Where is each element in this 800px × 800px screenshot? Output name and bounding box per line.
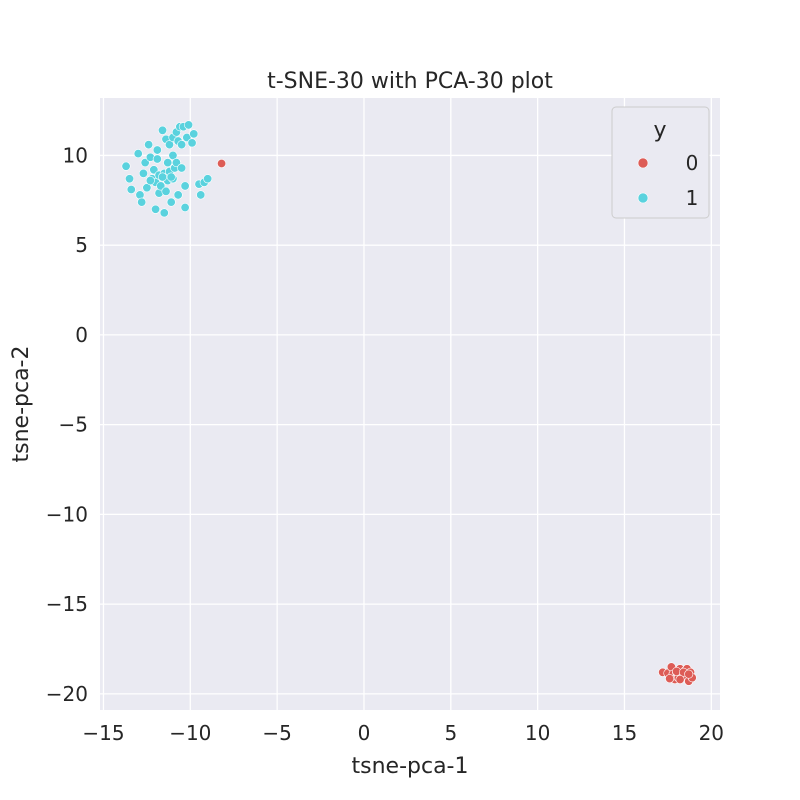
data-point-1 (138, 168, 148, 178)
data-point-1 (156, 181, 166, 191)
data-point-1 (184, 120, 194, 130)
data-point-1 (149, 165, 159, 175)
data-point-1 (171, 158, 181, 168)
x-tick-label: 5 (444, 721, 457, 745)
y-tick-label: −5 (59, 413, 88, 437)
data-point-1 (177, 140, 187, 150)
x-axis-ticks: −15 −10 −5 0 5 10 15 20 (82, 721, 724, 745)
data-point-1 (126, 185, 136, 195)
x-tick-label: −5 (262, 721, 291, 745)
data-point-1 (125, 174, 135, 184)
data-point-1 (151, 204, 161, 214)
y-axis-ticks: −20 −15 −10 −5 0 5 10 (46, 143, 88, 705)
legend: y0 1 (611, 106, 710, 219)
y-axis-label: tsne-pca-2 (9, 346, 34, 463)
data-point-1 (159, 208, 169, 218)
legend-marker-1 (637, 192, 649, 204)
data-point-0 (684, 669, 694, 679)
legend-label-0: 0 (686, 151, 699, 175)
data-point-1 (177, 163, 187, 173)
data-point-1 (158, 172, 168, 182)
data-point-1 (203, 174, 213, 184)
data-points (121, 120, 697, 686)
data-point-1 (142, 183, 152, 193)
data-point-1 (168, 150, 178, 160)
y-tick-label: 0 (75, 323, 88, 347)
data-point-1 (180, 202, 190, 212)
x-tick-label: −10 (169, 721, 211, 745)
data-point-1 (145, 176, 155, 186)
data-point-1 (196, 190, 206, 200)
data-point-1 (164, 140, 174, 150)
data-point-1 (182, 132, 192, 142)
y-tick-label: 5 (75, 233, 88, 257)
data-point-1 (180, 181, 190, 191)
legend-label-1: 1 (686, 186, 699, 210)
legend-box (611, 106, 710, 219)
data-point-0 (665, 674, 675, 684)
data-point-0 (217, 159, 227, 169)
y-tick-label: 10 (63, 143, 88, 167)
data-point-1 (189, 129, 199, 139)
x-tick-label: 0 (358, 721, 371, 745)
data-point-1 (152, 154, 162, 164)
y-tick-label: −20 (46, 682, 88, 706)
y-tick-label: −15 (46, 592, 88, 616)
data-point-1 (121, 161, 131, 171)
x-tick-label: −15 (82, 721, 124, 745)
chart-title: t-SNE-30 with PCA-30 plot (267, 69, 553, 94)
x-tick-label: 20 (699, 721, 724, 745)
data-point-1 (166, 197, 176, 207)
data-point-1 (161, 186, 171, 196)
grid-lines (100, 98, 720, 710)
y-tick-label: −10 (46, 502, 88, 526)
x-tick-label: 15 (612, 721, 637, 745)
data-point-1 (152, 145, 162, 155)
x-axis-label: tsne-pca-1 (352, 754, 469, 779)
data-point-1 (133, 149, 143, 159)
data-point-0 (675, 674, 685, 684)
data-point-1 (137, 197, 147, 207)
data-point-1 (140, 158, 150, 168)
legend-title: y (653, 118, 666, 143)
legend-marker-0 (637, 157, 649, 169)
data-point-1 (158, 125, 168, 135)
data-point-1 (173, 190, 183, 200)
data-point-1 (163, 158, 173, 168)
data-point-1 (166, 172, 176, 182)
x-tick-label: 10 (525, 721, 550, 745)
data-point-1 (187, 138, 197, 148)
data-point-1 (144, 140, 154, 150)
